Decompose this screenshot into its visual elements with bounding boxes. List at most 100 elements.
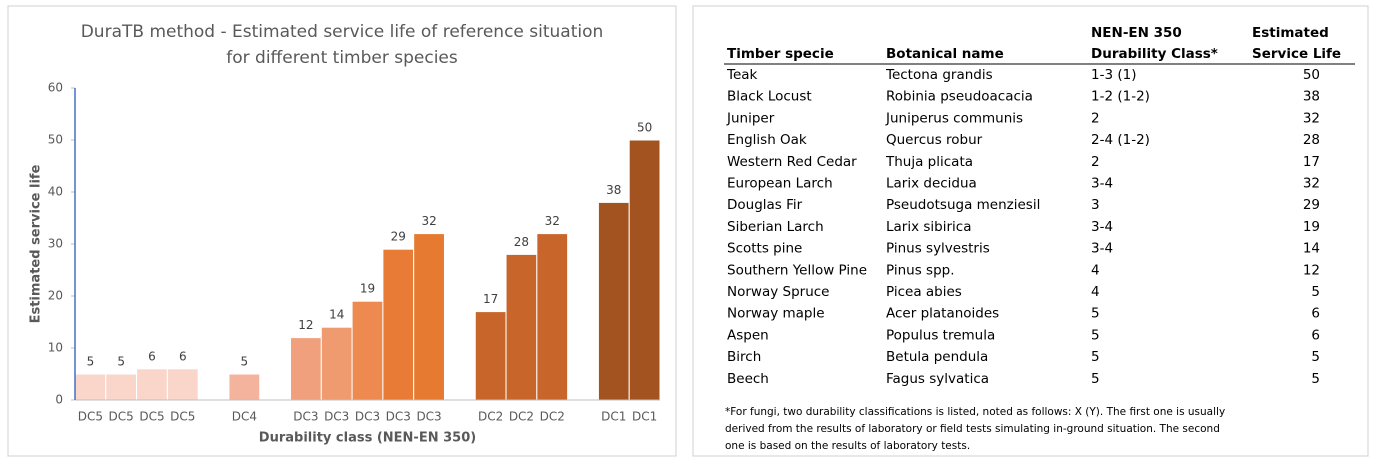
table-cell: 12 <box>1303 262 1320 278</box>
table-cell: 50 <box>1303 67 1320 83</box>
table-cell: Larix sibirica <box>886 219 971 235</box>
x-tick-label: DC3 <box>293 410 318 424</box>
table-cell: Juniperus communis <box>885 110 1023 126</box>
table-cell: Pseudotsuga menziesil <box>886 197 1040 213</box>
data-label: 5 <box>87 355 95 369</box>
table-cell: 1-2 (1-2) <box>1091 89 1150 105</box>
y-tick-label: 40 <box>48 185 63 199</box>
table-cell: 5 <box>1311 284 1320 300</box>
table-cell: Southern Yellow Pine <box>727 262 867 278</box>
table-cell: Norway maple <box>727 306 825 322</box>
x-tick-label: DC3 <box>355 410 380 424</box>
x-tick-label: DC3 <box>324 410 349 424</box>
table-cell: Acer platanoides <box>886 306 999 322</box>
table-cell: Norway Spruce <box>727 284 829 300</box>
table-cell: 2 <box>1091 110 1100 126</box>
y-tick-label: 50 <box>48 133 63 147</box>
bar <box>74 373 107 401</box>
data-label: 14 <box>329 308 344 322</box>
table-cell: Juniper <box>726 110 775 126</box>
table-cell: Douglas Fir <box>727 197 803 213</box>
data-label: 50 <box>637 121 652 135</box>
data-label: 5 <box>117 355 125 369</box>
table-cell: Scotts pine <box>727 241 802 257</box>
table-cell: 5 <box>1091 306 1100 322</box>
footnote: one is based on the results of laborator… <box>725 440 970 452</box>
table-cell: 2 <box>1091 154 1100 170</box>
table-header: Timber specie <box>727 46 834 62</box>
data-label: 28 <box>514 235 529 249</box>
x-tick-label: DC5 <box>109 410 134 424</box>
table-cell: Populus tremula <box>886 327 995 343</box>
table-cell: 5 <box>1091 349 1100 365</box>
table-cell: Quercus robur <box>886 132 983 148</box>
bar <box>413 233 445 401</box>
data-label: 5 <box>241 355 249 369</box>
x-tick-label: DC5 <box>78 410 103 424</box>
table-cell: Picea abies <box>886 284 962 300</box>
table-cell: Fagus sylvatica <box>886 371 989 387</box>
bar <box>166 368 199 401</box>
table-cell: English Oak <box>727 132 807 148</box>
x-axis-label: Durability class (NEN-EN 350) <box>259 431 476 446</box>
table-cell: Pinus spp. <box>886 262 955 278</box>
x-tick-label: DC3 <box>386 410 411 424</box>
x-tick-label: DC1 <box>632 410 657 424</box>
chart-title: DuraTB method - Estimated service life o… <box>81 22 604 42</box>
bar <box>136 368 168 401</box>
x-tick-label: DC2 <box>478 410 503 424</box>
x-tick-label: DC4 <box>232 410 257 424</box>
table-cell: 4 <box>1091 284 1100 300</box>
table-cell: Pinus sylvestris <box>886 241 990 257</box>
bar <box>628 139 661 401</box>
table-cell: Robinia pseudoacacia <box>886 89 1033 105</box>
table-cell: 32 <box>1303 176 1320 192</box>
x-tick-label: DC3 <box>416 410 441 424</box>
table-cell: 6 <box>1311 306 1320 322</box>
bar <box>597 201 630 401</box>
y-tick-label: 20 <box>48 289 63 303</box>
data-label: 6 <box>179 349 187 363</box>
bar <box>228 373 261 401</box>
bar <box>382 248 415 401</box>
table-header: Botanical name <box>886 46 1004 62</box>
data-label: 17 <box>483 292 498 306</box>
data-label: 29 <box>391 230 406 244</box>
table-cell: 2-4 (1-2) <box>1091 132 1150 148</box>
data-label: 32 <box>545 214 560 228</box>
bar <box>320 326 353 401</box>
table-cell: Teak <box>726 67 758 83</box>
table-cell: 17 <box>1303 154 1320 170</box>
bar <box>474 311 507 401</box>
data-label: 38 <box>606 183 621 197</box>
table-cell: Western Red Cedar <box>727 154 857 170</box>
bar <box>505 253 538 401</box>
y-axis-label: Estimated service life <box>29 164 44 323</box>
table-cell: 6 <box>1311 327 1320 343</box>
table-cell: 5 <box>1311 371 1320 387</box>
data-label: 12 <box>298 318 313 332</box>
table-cell: Black Locust <box>727 89 812 105</box>
y-tick-label: 60 <box>48 81 63 95</box>
y-tick-label: 10 <box>48 341 63 355</box>
x-tick-label: DC5 <box>170 410 195 424</box>
table-cell: 3-4 <box>1091 241 1113 257</box>
bar <box>351 300 384 401</box>
bar <box>536 233 569 401</box>
table-cell: Beech <box>727 371 769 387</box>
y-tick-label: 0 <box>55 393 63 407</box>
data-label: 6 <box>148 349 156 363</box>
x-tick-label: DC2 <box>509 410 534 424</box>
table-header: Service Life <box>1252 46 1341 62</box>
table-cell: Birch <box>727 349 761 365</box>
table-header: NEN-EN 350 <box>1091 25 1182 41</box>
table-cell: 5 <box>1091 327 1100 343</box>
table-cell: 32 <box>1303 110 1320 126</box>
table-header: Durability Class* <box>1091 46 1218 62</box>
x-tick-label: DC1 <box>601 410 626 424</box>
table-cell: 3-4 <box>1091 176 1113 192</box>
table-cell: 5 <box>1311 349 1320 365</box>
footnote: *For fungi, two durability classificatio… <box>725 406 1225 418</box>
table-cell: European Larch <box>727 176 833 192</box>
